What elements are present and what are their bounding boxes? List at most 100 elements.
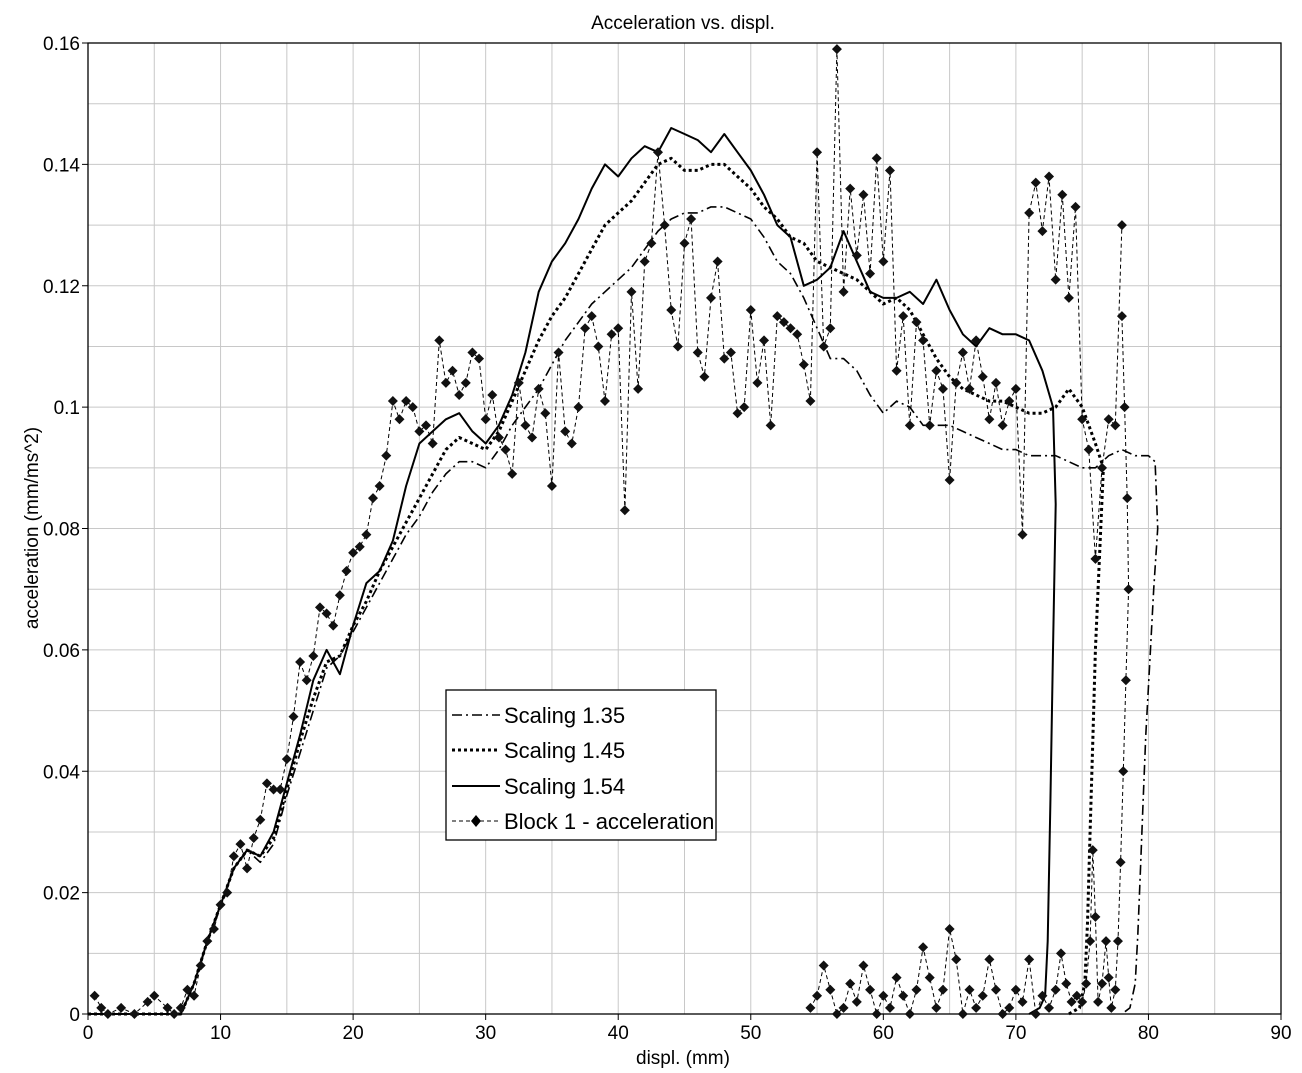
data-point-marker bbox=[96, 1002, 107, 1013]
data-point-marker bbox=[951, 954, 962, 965]
data-point-marker bbox=[281, 754, 292, 765]
data-point-marker bbox=[440, 377, 451, 388]
data-point-marker bbox=[944, 474, 955, 485]
data-point-marker bbox=[367, 493, 378, 504]
data-point-marker bbox=[1101, 936, 1112, 947]
data-point-marker bbox=[845, 183, 856, 194]
data-point-marker bbox=[1024, 207, 1035, 218]
data-point-marker bbox=[1110, 984, 1121, 995]
data-point-marker bbox=[295, 657, 306, 668]
y-tick-label: 0 bbox=[69, 1005, 80, 1026]
data-point-marker bbox=[182, 984, 193, 995]
data-point-marker bbox=[301, 675, 312, 686]
data-point-marker bbox=[957, 347, 968, 358]
data-point-marker bbox=[1061, 978, 1072, 989]
data-point-marker bbox=[414, 426, 425, 437]
data-point-marker bbox=[348, 547, 359, 558]
data-point-marker bbox=[527, 432, 538, 443]
data-point-marker bbox=[248, 833, 259, 844]
data-point-marker bbox=[812, 147, 823, 158]
data-point-marker bbox=[89, 990, 100, 1001]
series-line-1 bbox=[88, 156, 1105, 1016]
data-point-marker bbox=[838, 286, 849, 297]
data-point-marker bbox=[825, 984, 836, 995]
data-point-marker bbox=[169, 1009, 180, 1019]
x-tick-label: 20 bbox=[343, 1023, 364, 1044]
data-point-marker bbox=[1103, 414, 1114, 425]
data-point-marker bbox=[454, 389, 465, 400]
data-point-marker bbox=[599, 396, 610, 407]
data-point-marker bbox=[778, 317, 789, 328]
data-point-marker bbox=[460, 377, 471, 388]
data-point-marker bbox=[560, 426, 571, 437]
data-point-marker bbox=[831, 1009, 842, 1019]
data-point-marker bbox=[971, 1002, 982, 1013]
data-point-marker bbox=[1070, 201, 1081, 212]
data-point-marker bbox=[785, 323, 796, 334]
data-point-marker bbox=[878, 256, 889, 267]
data-point-marker bbox=[447, 365, 458, 376]
data-point-marker bbox=[268, 784, 279, 795]
data-point-marker bbox=[580, 323, 591, 334]
data-point-marker bbox=[434, 335, 445, 346]
data-point-marker bbox=[202, 936, 213, 947]
data-point-marker bbox=[1123, 584, 1134, 595]
data-point-marker bbox=[951, 377, 962, 388]
y-tick-label: 0.08 bbox=[43, 520, 80, 541]
data-point-marker bbox=[1030, 177, 1041, 188]
data-point-marker bbox=[275, 784, 286, 795]
data-point-marker bbox=[977, 990, 988, 1001]
legend-label-block1: Block 1 - acceleration bbox=[504, 809, 714, 834]
x-axis-title: displ. (mm) bbox=[636, 1048, 730, 1069]
data-point-marker bbox=[712, 256, 723, 267]
data-point-marker bbox=[116, 1002, 127, 1013]
data-point-marker bbox=[858, 189, 869, 200]
data-point-marker bbox=[904, 1009, 915, 1019]
data-point-marker bbox=[175, 1002, 186, 1013]
data-point-marker bbox=[918, 335, 929, 346]
data-point-marker bbox=[308, 650, 319, 661]
data-point-marker bbox=[672, 341, 683, 352]
data-point-marker bbox=[812, 990, 823, 1001]
data-point-marker bbox=[255, 814, 266, 825]
data-point-marker bbox=[1087, 845, 1098, 856]
data-point-marker bbox=[1037, 990, 1048, 1001]
data-point-marker bbox=[878, 990, 889, 1001]
data-point-marker bbox=[500, 444, 511, 455]
data-point-marker bbox=[924, 972, 935, 983]
data-point-marker bbox=[208, 924, 219, 935]
data-point-marker bbox=[732, 408, 743, 419]
data-point-marker bbox=[1119, 402, 1130, 413]
data-point-marker bbox=[328, 620, 339, 631]
data-point-marker bbox=[1097, 978, 1108, 989]
data-point-marker bbox=[619, 505, 630, 516]
y-tick-label: 0.14 bbox=[43, 155, 80, 176]
data-point-marker bbox=[898, 990, 909, 1001]
data-point-marker bbox=[957, 1009, 968, 1019]
data-point-marker bbox=[341, 565, 352, 576]
data-point-marker bbox=[1037, 226, 1048, 237]
data-point-marker bbox=[606, 329, 617, 340]
data-point-marker bbox=[1004, 1002, 1015, 1013]
data-point-marker bbox=[394, 414, 405, 425]
series-line-3 bbox=[94, 48, 1123, 1015]
y-tick-label: 0.04 bbox=[43, 762, 80, 783]
data-point-marker bbox=[222, 887, 233, 898]
legend-label-scaling-145: Scaling 1.45 bbox=[504, 738, 625, 763]
data-point-marker bbox=[288, 711, 299, 722]
data-point-marker bbox=[1090, 911, 1101, 922]
data-point-marker bbox=[652, 147, 663, 158]
x-tick-label: 80 bbox=[1138, 1023, 1159, 1044]
data-point-marker bbox=[507, 468, 518, 479]
data-point-marker bbox=[1017, 529, 1028, 540]
data-point-marker bbox=[1044, 1002, 1055, 1013]
x-tick-label: 60 bbox=[873, 1023, 894, 1044]
data-point-marker bbox=[520, 420, 531, 431]
data-point-marker bbox=[334, 590, 345, 601]
data-point-marker bbox=[805, 396, 816, 407]
data-point-marker bbox=[1118, 766, 1129, 777]
data-point-marker bbox=[997, 420, 1008, 431]
data-point-marker bbox=[719, 353, 730, 364]
data-point-marker bbox=[659, 220, 670, 231]
axis-ticks: 0 10 20 30 40 50 60 70 80 90 0 0.02 0.04 0.06 0.08 0.1 0… bbox=[43, 34, 1292, 1044]
